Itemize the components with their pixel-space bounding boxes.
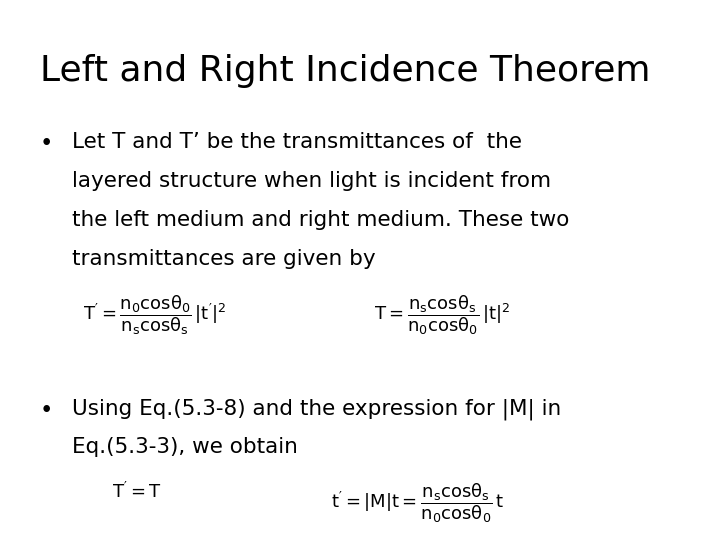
Text: $\mathregular{T' = T}$: $\mathregular{T' = T}$ — [112, 482, 161, 502]
Text: •: • — [40, 399, 53, 422]
Text: $\mathregular{T = \dfrac{n_s cos\theta_s}{n_0 cos\theta_0}\,|t|^2}$: $\mathregular{T = \dfrac{n_s cos\theta_s… — [374, 293, 511, 337]
Text: $\mathregular{T' = \dfrac{n_0cos\theta_0}{n_s cos\theta_s}\,|t'|^2}$: $\mathregular{T' = \dfrac{n_0cos\theta_0… — [83, 293, 226, 337]
Text: Using Eq.(5.3-8) and the expression for |M| in: Using Eq.(5.3-8) and the expression for … — [72, 399, 562, 420]
Text: Let T and T’ be the transmittances of  the: Let T and T’ be the transmittances of th… — [72, 132, 522, 152]
Text: layered structure when light is incident from: layered structure when light is incident… — [72, 171, 551, 191]
Text: the left medium and right medium. These two: the left medium and right medium. These … — [72, 210, 570, 230]
Text: Eq.(5.3-3), we obtain: Eq.(5.3-3), we obtain — [72, 437, 298, 457]
Text: transmittances are given by: transmittances are given by — [72, 249, 376, 269]
Text: •: • — [40, 132, 53, 156]
Text: $\mathregular{t' = |M|t = \dfrac{n_s cos\theta_s}{n_0 cos\theta_0}\,t}$: $\mathregular{t' = |M|t = \dfrac{n_s cos… — [331, 482, 505, 525]
Text: Left and Right Incidence Theorem: Left and Right Incidence Theorem — [40, 54, 650, 88]
